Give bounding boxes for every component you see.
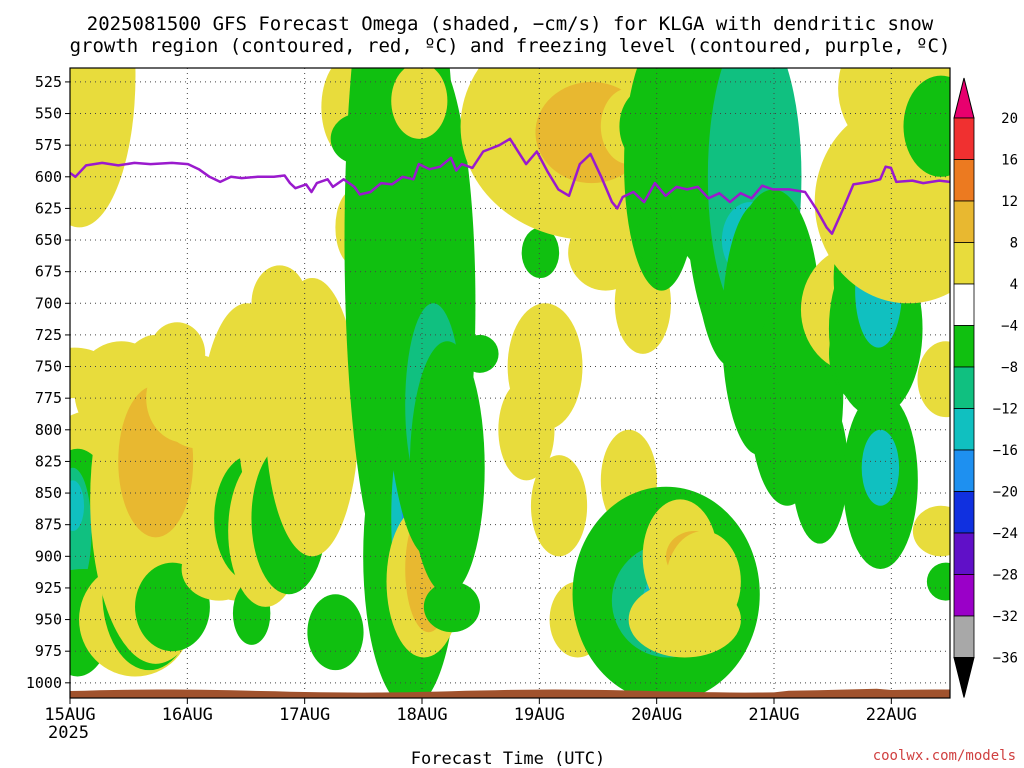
- colorbar-label: −20: [993, 485, 1018, 501]
- colorbar-segment: [953, 449, 975, 492]
- y-tick-label: 800: [35, 421, 62, 439]
- colorbar-segment: [953, 325, 975, 368]
- x-tick-label: 18AUG: [396, 705, 447, 725]
- colorbar-label: 12: [1001, 194, 1018, 210]
- colorbar-label: −36: [993, 651, 1018, 667]
- colorbar-bottom-arrow: [953, 657, 975, 698]
- ground-terrain: [70, 688, 950, 698]
- y-tick-label: 875: [35, 516, 62, 534]
- freezing-level-line: [70, 137, 950, 235]
- colorbar-segment: [953, 117, 975, 160]
- y-tick-label: 850: [35, 484, 62, 502]
- x-axis-label: Forecast Time (UTC): [411, 749, 605, 768]
- colorbar-segment: [953, 159, 975, 202]
- y-tick-label: 600: [35, 168, 62, 186]
- chart-title-line-1: 2025081500 GFS Forecast Omega (shaded, −…: [87, 13, 934, 35]
- omega-blob: [70, 100, 125, 177]
- x-tick-label: 17AUG: [279, 705, 330, 725]
- colorbar-label: −24: [993, 526, 1018, 542]
- x-tick-label: 16AUG: [162, 705, 213, 725]
- y-tick-label: 725: [35, 326, 62, 344]
- colorbar: 20 16 12 8 4 −4 −8 −12 −16 −20 −24 −28 −32 −36: [953, 77, 1018, 698]
- y-tick-label: 575: [35, 136, 62, 154]
- colorbar-label: −8: [1001, 360, 1018, 376]
- omega-blob: [530, 455, 588, 557]
- colorbar-segment: [953, 574, 975, 617]
- y-tick-label: 675: [35, 263, 62, 281]
- colorbar-label: −4: [1001, 319, 1018, 335]
- y-tick-label: 700: [35, 294, 62, 312]
- omega-blob: [791, 391, 848, 544]
- y-tick-label: 925: [35, 579, 62, 597]
- colorbar-segment: [953, 491, 975, 534]
- colorbar-segment: [953, 242, 975, 285]
- omega-blob: [307, 594, 364, 671]
- omega-blob: [903, 75, 950, 177]
- y-tick-label: 1000: [26, 674, 62, 692]
- colorbar-segment: [953, 200, 975, 243]
- colorbar-segment: [953, 532, 975, 575]
- omega-blob: [665, 531, 741, 633]
- y-tick-label: 825: [35, 452, 62, 470]
- y-tick-label: 525: [35, 73, 62, 91]
- colorbar-label: 8: [1010, 236, 1018, 252]
- colorbar-segment: [953, 283, 975, 326]
- colorbar-segment: [953, 408, 975, 451]
- colorbar-label: −28: [993, 568, 1018, 584]
- x-axis-year-label: 2025: [48, 723, 89, 743]
- omega-blob: [265, 278, 359, 557]
- omega-blob: [391, 68, 448, 139]
- omega-blob: [521, 227, 560, 278]
- chart-title-line-2: growth region (contoured, red, ºC) and f…: [70, 35, 951, 57]
- omega-blob: [70, 480, 85, 532]
- y-tick-label: 750: [35, 358, 62, 376]
- colorbar-label: 4: [1010, 277, 1018, 293]
- x-axis-ticks: 15AUG 16AUG 17AUG 18AUG 19AUG 20AUG 21AUG 22AUG: [44, 698, 917, 725]
- colorbar-label: −32: [993, 609, 1018, 625]
- omega-blob: [861, 429, 900, 506]
- colorbar-label: 20: [1001, 111, 1018, 127]
- omega-blob: [912, 505, 950, 557]
- y-tick-label: 625: [35, 199, 62, 217]
- y-tick-label: 650: [35, 231, 62, 249]
- y-tick-label: 775: [35, 389, 62, 407]
- y-axis-ticks: 525 550 575 600 625 650 675 700 725 750 775 800 825 8…: [26, 73, 70, 692]
- colorbar-top-arrow: [953, 77, 975, 119]
- colorbar-segment: [953, 615, 975, 658]
- omega-blob: [409, 341, 485, 595]
- colorbar-segment: [953, 366, 975, 409]
- omega-blob: [461, 334, 499, 373]
- credit-text: coolwx.com/models: [873, 748, 1016, 764]
- x-tick-label: 21AUG: [748, 705, 799, 725]
- x-tick-label: 15AUG: [44, 705, 95, 725]
- x-tick-label: 22AUG: [866, 705, 917, 725]
- plot-border: [69, 67, 951, 699]
- x-tick-label: 20AUG: [631, 705, 682, 725]
- y-tick-label: 975: [35, 642, 62, 660]
- y-tick-label: 900: [35, 547, 62, 565]
- omega-blob: [423, 581, 480, 633]
- y-tick-label: 950: [35, 611, 62, 629]
- x-tick-label: 19AUG: [514, 705, 565, 725]
- omega-blob: [926, 562, 950, 601]
- grid-lines: [70, 68, 950, 698]
- y-tick-label: 550: [35, 105, 62, 123]
- colorbar-label: 16: [1001, 153, 1018, 169]
- colorbar-label: −16: [993, 443, 1018, 459]
- colorbar-label: −12: [993, 402, 1018, 418]
